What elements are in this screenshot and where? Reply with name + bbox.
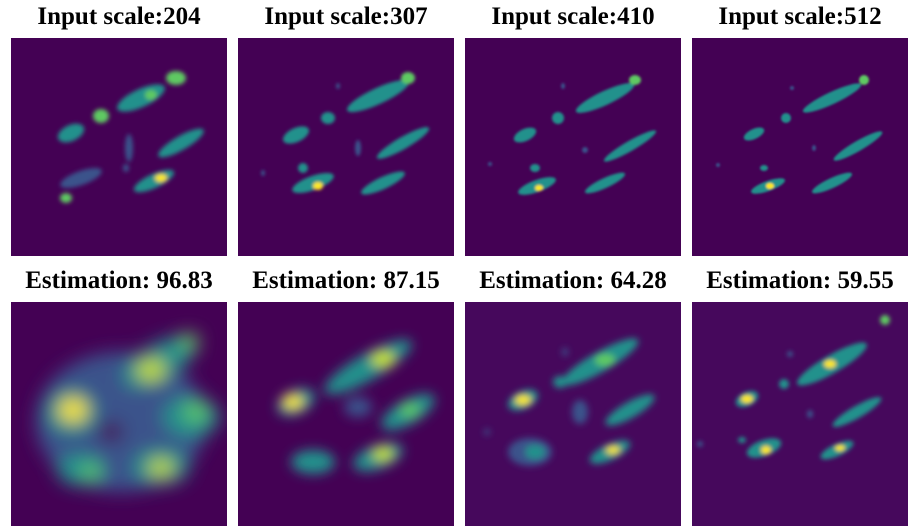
density-map-image — [692, 302, 908, 526]
panel-title: Input scale:410 — [491, 3, 655, 30]
density-map-image — [238, 302, 454, 526]
panel-title: Estimation: 64.28 — [479, 267, 667, 294]
density-map-image — [238, 38, 454, 256]
panel-title: Input scale:307 — [264, 3, 428, 30]
panel-title: Estimation: 87.15 — [252, 267, 440, 294]
density-map-image — [11, 38, 227, 256]
panel-title: Input scale:204 — [37, 3, 201, 30]
density-map-image — [692, 38, 908, 256]
density-map-image — [11, 302, 227, 526]
density-map-image — [465, 38, 681, 256]
panel-title: Estimation: 96.83 — [25, 267, 213, 294]
panel-title: Estimation: 59.55 — [706, 267, 894, 294]
panel-title: Input scale:512 — [718, 3, 882, 30]
density-map-image — [465, 302, 681, 526]
